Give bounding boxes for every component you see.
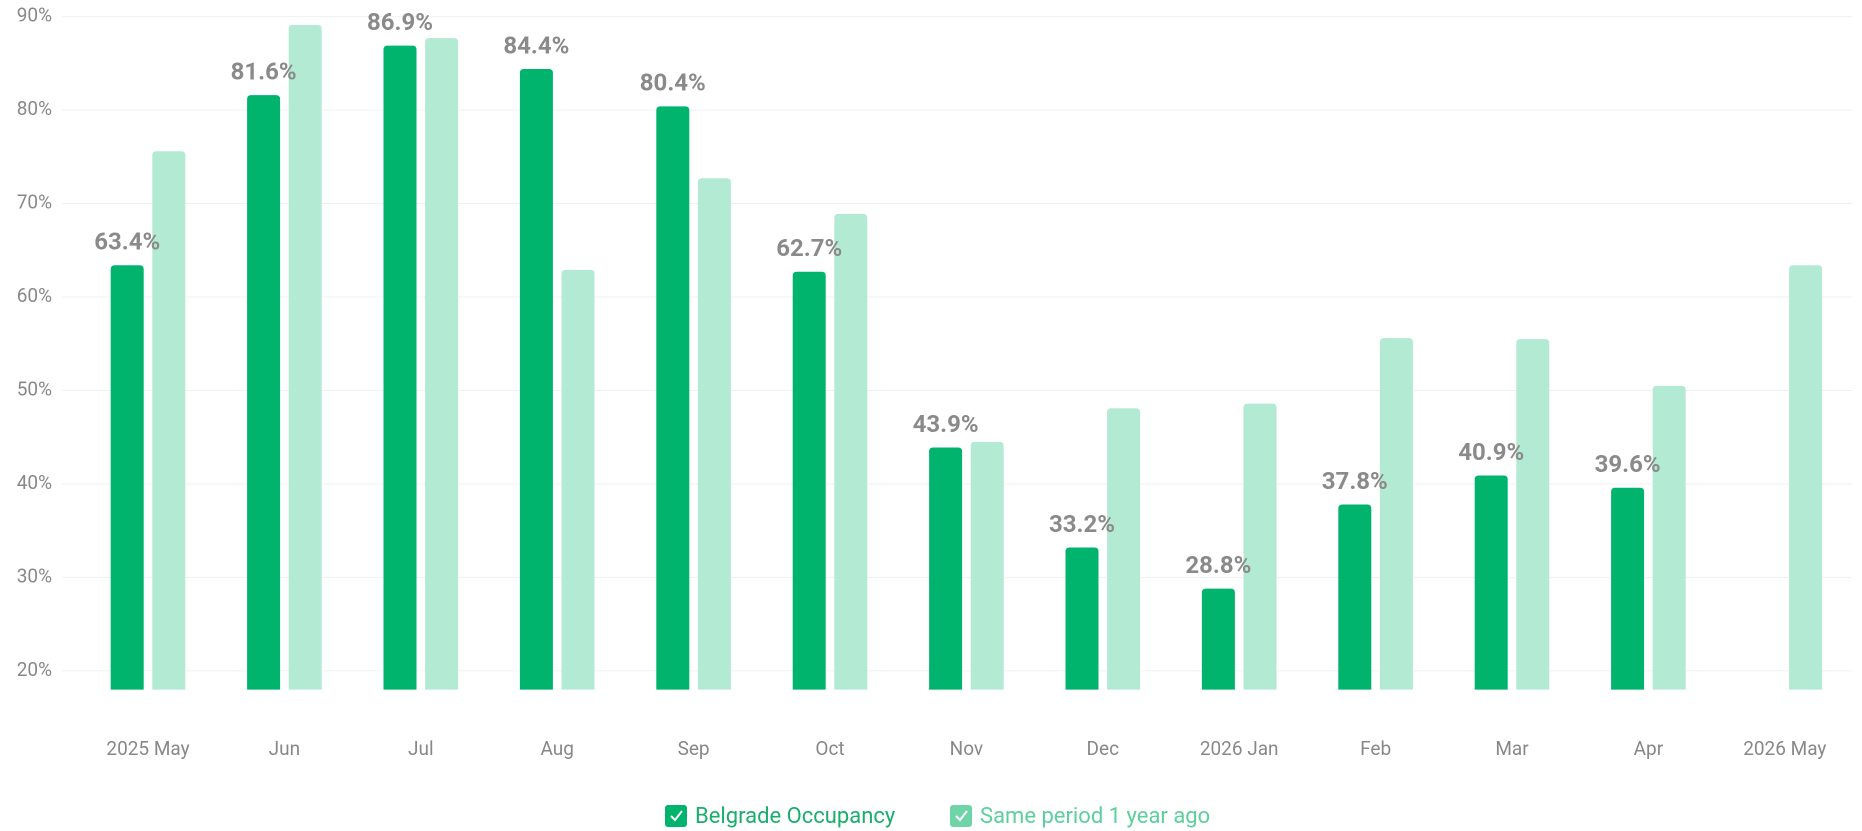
bar <box>792 271 826 690</box>
bar <box>1652 385 1686 690</box>
bar <box>929 447 963 690</box>
bar <box>519 68 553 690</box>
data-label: 37.8% <box>1322 467 1388 495</box>
data-label: 63.4% <box>94 228 160 256</box>
legend-check <box>955 810 968 822</box>
data-label: 33.2% <box>1049 510 1115 538</box>
bar <box>247 95 281 690</box>
x-tick-label: Nov <box>950 737 983 760</box>
legend-checkbox <box>950 805 972 827</box>
bar <box>1338 504 1372 690</box>
x-tick-label: Mar <box>1495 737 1529 760</box>
data-label: 81.6% <box>231 57 297 85</box>
data-label: 43.9% <box>913 410 979 438</box>
y-tick-label: 50% <box>17 378 52 401</box>
data-label: 62.7% <box>776 234 842 262</box>
bar <box>697 178 731 690</box>
bar <box>1379 338 1413 690</box>
x-tick-label: Aug <box>540 737 573 760</box>
x-tick-label: Feb <box>1360 737 1391 760</box>
data-label: 28.8% <box>1185 551 1251 579</box>
y-tick-label: 70% <box>17 191 52 214</box>
bar <box>1611 487 1645 690</box>
y-tick-label: 80% <box>17 97 52 120</box>
x-tick-label: Sep <box>678 737 710 760</box>
y-tick-label: 40% <box>17 471 52 494</box>
bar <box>1516 339 1550 690</box>
legend-label: Belgrade Occupancy <box>695 804 896 829</box>
data-label: 80.4% <box>640 69 706 97</box>
data-label: 40.9% <box>1458 438 1524 466</box>
legend-label: Same period 1 year ago <box>980 804 1210 829</box>
x-tick-label: Apr <box>1634 737 1664 760</box>
legend-checkbox <box>665 805 687 827</box>
x-tick-label: Jul <box>408 737 434 760</box>
bar <box>1474 475 1508 690</box>
bar <box>152 151 186 690</box>
x-tick-label: Oct <box>815 737 844 760</box>
bar <box>656 106 690 690</box>
data-label: 86.9% <box>367 8 433 36</box>
x-tick-label: 2026 May <box>1743 737 1826 760</box>
bar <box>970 441 1004 690</box>
y-tick-label: 30% <box>17 564 52 587</box>
bar <box>288 25 322 690</box>
bar <box>1107 408 1141 690</box>
legend-check <box>670 810 683 822</box>
x-tick-label: 2025 May <box>106 737 189 760</box>
y-tick-label: 20% <box>17 658 52 681</box>
bar <box>1065 547 1099 690</box>
bar <box>1789 265 1823 690</box>
data-label: 84.4% <box>503 31 569 59</box>
data-label: 39.6% <box>1595 450 1661 478</box>
bar <box>110 265 144 690</box>
x-tick-label: Jun <box>269 737 300 760</box>
bar <box>1243 403 1277 690</box>
y-tick-label: 60% <box>17 284 52 307</box>
legend-item: Same period 1 year ago <box>950 804 1210 829</box>
legend-item: Belgrade Occupancy <box>665 804 896 829</box>
bar <box>561 269 595 690</box>
y-tick-label: 90% <box>17 4 52 27</box>
bar <box>1201 588 1235 690</box>
bar <box>425 38 459 690</box>
bar <box>383 45 417 690</box>
x-tick-label: Dec <box>1087 737 1120 760</box>
bar <box>834 213 868 690</box>
x-tick-label: 2026 Jan <box>1200 737 1279 760</box>
